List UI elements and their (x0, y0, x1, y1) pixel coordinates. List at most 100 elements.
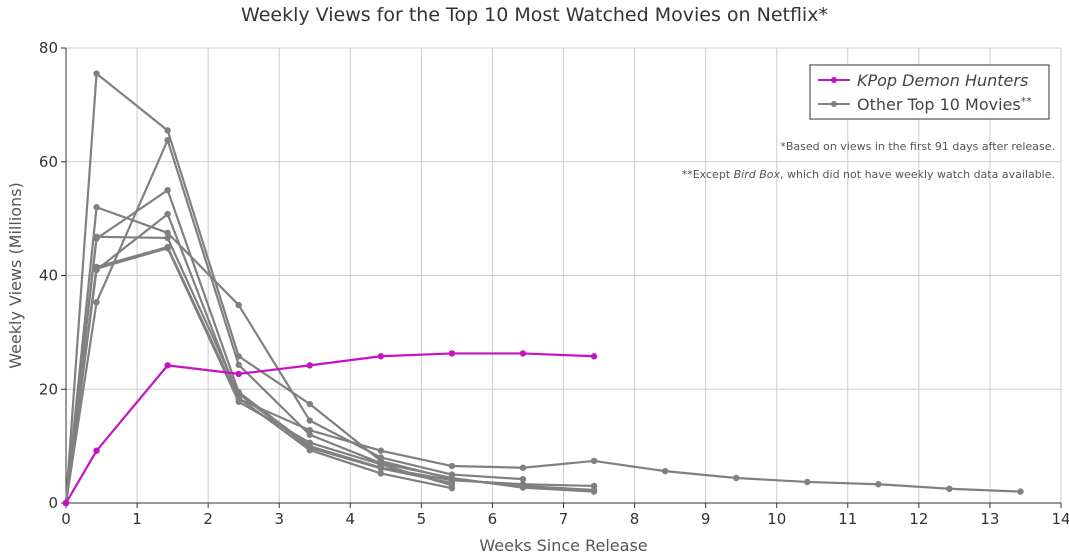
chart-title: Weekly Views for the Top 10 Most Watched… (241, 4, 828, 26)
data-point (306, 444, 313, 452)
x-tick-label: 4 (346, 510, 356, 528)
data-point (804, 478, 811, 486)
data-point (946, 485, 953, 492)
data-point (377, 461, 385, 468)
footnotes: *Based on views in the first 91 days aft… (682, 140, 1055, 181)
footnote-2-italic: Bird Box (734, 168, 781, 181)
data-point (590, 353, 598, 360)
y-axis-title: Weekly Views (Millions) (6, 182, 25, 369)
x-tick-label: 2 (203, 510, 213, 528)
series-other-movie (62, 70, 598, 507)
data-point (590, 482, 598, 490)
legend-swatch-marker (831, 77, 837, 83)
y-tick-label: 60 (39, 153, 58, 171)
legend-box (809, 64, 1050, 120)
data-point (377, 454, 385, 461)
data-point (235, 390, 242, 397)
data-point (1017, 488, 1024, 495)
data-point (164, 234, 171, 242)
x-tick-label: 12 (909, 510, 928, 528)
x-tick-label: 11 (838, 510, 857, 528)
data-point (377, 470, 385, 477)
footnote-2-suffix: , which did not have weekly watch data a… (780, 168, 1055, 181)
data-point (62, 499, 70, 507)
series-other-movie (62, 243, 1024, 507)
data-point (164, 127, 171, 134)
series-line (64, 72, 595, 504)
data-point (519, 350, 527, 357)
x-tick-label: 0 (61, 510, 71, 528)
x-tick-label: 13 (980, 510, 999, 528)
y-tick-label: 80 (39, 39, 58, 57)
x-tick-label: 1 (132, 510, 142, 528)
data-point (93, 233, 100, 241)
x-tick-label: 3 (274, 510, 284, 528)
data-point (306, 439, 313, 446)
data-point (164, 136, 171, 144)
legend: KPop Demon Hunters Other Top 10 Movies** (809, 64, 1050, 120)
data-point (93, 204, 100, 211)
data-point (875, 481, 882, 488)
data-point (235, 361, 242, 368)
series-line (64, 245, 1021, 504)
data-point (306, 362, 313, 369)
data-point (164, 186, 171, 194)
data-point (164, 245, 171, 252)
data-point (377, 353, 385, 360)
data-point (519, 464, 527, 471)
data-point (306, 417, 313, 424)
data-point (93, 299, 100, 306)
data-point (164, 210, 171, 218)
series-other-movie (62, 245, 456, 507)
data-point (93, 447, 100, 454)
data-point (590, 488, 598, 495)
data-point (377, 447, 385, 454)
data-point (93, 265, 100, 272)
data-point (661, 467, 669, 475)
series-line (65, 352, 595, 504)
legend-footnote-mark: ** (1021, 95, 1033, 108)
data-point (235, 301, 242, 309)
y-tick-label: 40 (39, 267, 58, 285)
legend-label: Other Top 10 Movies** (857, 95, 1032, 114)
data-point (448, 471, 456, 478)
series-kpop-demon-hunters (62, 350, 598, 507)
x-tick-label: 5 (417, 510, 427, 528)
data-point (733, 474, 740, 482)
legend-entry: Other Top 10 Movies** (818, 95, 1032, 114)
x-tick-label: 10 (767, 510, 786, 528)
footnote-2: **Except Bird Box, which did not have we… (682, 168, 1055, 181)
x-tick-label: 14 (1051, 510, 1069, 528)
legend-label: KPop Demon Hunters (857, 71, 1028, 90)
data-point (519, 481, 527, 488)
series-other-movie (62, 186, 598, 507)
y-tick-label: 0 (48, 494, 58, 512)
data-point (306, 400, 313, 408)
data-point (590, 457, 598, 465)
legend-swatch-marker (831, 101, 837, 107)
data-point (448, 482, 456, 489)
series-other-movie (62, 136, 598, 507)
x-tick-label: 6 (488, 510, 498, 528)
footnote-2-prefix: **Except (682, 168, 734, 181)
x-tick-label: 7 (559, 510, 569, 528)
data-point (519, 475, 527, 483)
y-tick-label: 20 (39, 380, 58, 398)
series-lines (62, 70, 1024, 507)
footnote-1: *Based on views in the first 91 days aft… (780, 140, 1055, 153)
data-point (164, 229, 171, 237)
data-point (235, 398, 242, 405)
data-point (306, 431, 313, 438)
series-other-movie (62, 204, 527, 507)
series-line (64, 206, 524, 504)
x-tick-label: 8 (630, 510, 640, 528)
x-axis-title: Weeks Since Release (479, 536, 647, 555)
data-point (93, 70, 100, 77)
data-point (164, 362, 171, 369)
data-point (235, 370, 242, 378)
data-point (448, 462, 456, 470)
x-tick-label: 9 (701, 510, 711, 528)
legend-entry: KPop Demon Hunters (818, 71, 1028, 90)
